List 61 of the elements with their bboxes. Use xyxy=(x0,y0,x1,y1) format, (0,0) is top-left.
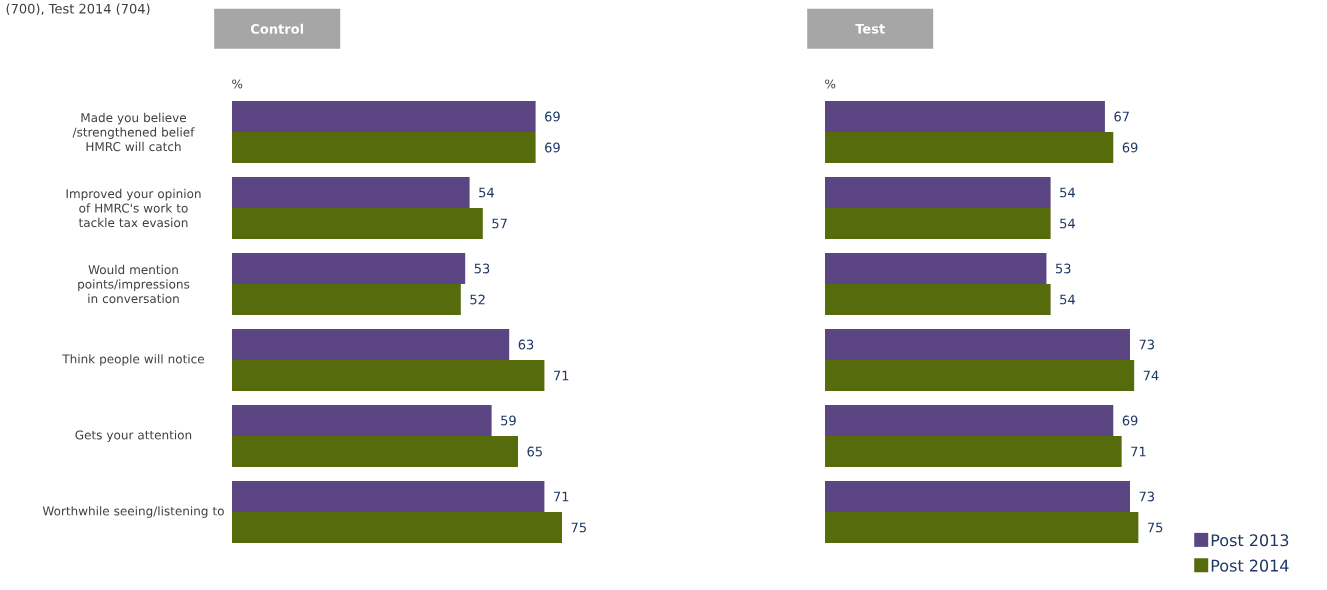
bar xyxy=(232,132,536,163)
data-label: 71 xyxy=(554,370,569,381)
y-tick-label: Improved your opinion of HMRC's work to tackle tax evasion xyxy=(66,188,201,228)
bar xyxy=(825,208,1051,239)
data-label: 69 xyxy=(545,142,560,153)
bar xyxy=(232,101,536,132)
x-axis-title: % xyxy=(232,79,243,89)
bar xyxy=(232,284,461,315)
data-label: 54 xyxy=(1060,218,1075,229)
data-label: 73 xyxy=(1139,339,1155,350)
data-label: 71 xyxy=(1131,446,1146,457)
y-tick-label: Would mention points/impressions in conversation xyxy=(78,264,190,304)
data-label: 52 xyxy=(470,294,485,305)
data-label: 54 xyxy=(1060,187,1075,198)
text: (700), Test 2014 (704) xyxy=(6,3,150,16)
chart-title: Test xyxy=(855,23,885,34)
bar xyxy=(825,481,1130,512)
bar xyxy=(825,436,1122,467)
chart-title: Control xyxy=(250,23,303,34)
bar xyxy=(825,329,1130,360)
bar xyxy=(232,436,519,467)
bar xyxy=(232,177,470,208)
data-label: 53 xyxy=(1055,263,1071,274)
bar xyxy=(232,329,510,360)
data-label: 63 xyxy=(518,339,534,350)
bar xyxy=(825,177,1051,208)
data-label: 73 xyxy=(1139,491,1155,502)
legend-label: Post 2014 xyxy=(1211,559,1289,572)
data-label: 54 xyxy=(1060,294,1075,305)
data-label: 69 xyxy=(1122,415,1138,426)
bar xyxy=(825,101,1105,132)
data-label: 75 xyxy=(571,522,586,533)
bar xyxy=(232,253,466,284)
data-label: 57 xyxy=(492,218,507,229)
data-label: 65 xyxy=(527,446,542,457)
data-label: 69 xyxy=(545,111,560,122)
data-label: 59 xyxy=(501,415,516,426)
bar xyxy=(825,284,1051,315)
y-tick-label: Worthwhile seeing/listening to xyxy=(42,506,224,518)
bar xyxy=(825,132,1114,163)
y-tick-label: Made you believe /strengthened belief HMRC will catch xyxy=(72,112,195,152)
bar xyxy=(232,360,545,391)
bar xyxy=(825,360,1135,391)
legend-label: Post 2013 xyxy=(1211,534,1289,547)
y-tick-label: Gets your attention xyxy=(75,430,192,442)
y-tick-label: Think people will notice xyxy=(62,354,204,366)
bar xyxy=(232,208,483,239)
bar xyxy=(232,481,545,512)
x-axis-title: % xyxy=(825,79,836,89)
bar xyxy=(232,512,563,543)
data-label: 67 xyxy=(1114,111,1129,122)
bar xyxy=(825,253,1047,284)
data-label: 71 xyxy=(554,491,569,502)
data-label: 75 xyxy=(1147,522,1163,533)
bar xyxy=(825,405,1114,436)
data-label: 69 xyxy=(1122,142,1138,153)
data-label: 53 xyxy=(474,263,490,274)
data-label: 74 xyxy=(1143,370,1159,381)
bar xyxy=(825,512,1139,543)
bar xyxy=(232,405,492,436)
data-label: 54 xyxy=(479,187,494,198)
